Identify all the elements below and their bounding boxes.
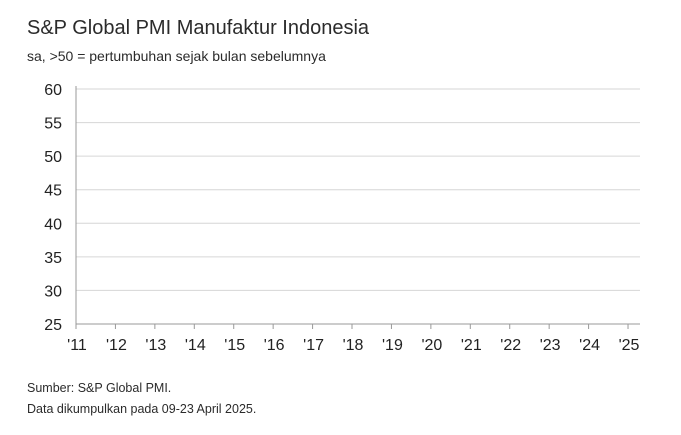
x-tick-label: '21 <box>461 337 482 354</box>
x-tick-label: '20 <box>421 337 442 354</box>
y-tick-label: 40 <box>44 216 62 233</box>
y-tick-label: 50 <box>44 149 62 166</box>
y-tick-label: 55 <box>44 116 62 133</box>
chart-subtitle: sa, >50 = pertumbuhan sejak bulan sebelu… <box>27 48 326 64</box>
y-tick-label: 25 <box>44 317 62 334</box>
y-tick-label: 30 <box>44 283 62 300</box>
collection-note: Data dikumpulkan pada 09-23 April 2025. <box>27 402 257 416</box>
x-tick-label: '17 <box>303 337 324 354</box>
x-tick-label: '25 <box>619 337 640 354</box>
y-tick-label: 45 <box>44 183 62 200</box>
x-tick-label: '15 <box>224 337 245 354</box>
x-tick-label: '12 <box>106 337 127 354</box>
x-tick-label: '18 <box>343 337 364 354</box>
y-tick-label: 35 <box>44 250 62 267</box>
x-tick-label: '13 <box>145 337 166 354</box>
x-tick-label: '11 <box>67 337 87 354</box>
y-tick-label: 60 <box>44 82 62 99</box>
x-tick-label: '23 <box>540 337 561 354</box>
source-note: Sumber: S&P Global PMI. <box>27 381 172 395</box>
x-tick-label: '24 <box>579 337 600 354</box>
x-tick-label: '16 <box>264 337 285 354</box>
x-tick-label: '19 <box>382 337 403 354</box>
x-tick-label: '14 <box>185 337 206 354</box>
chart-title: S&P Global PMI Manufaktur Indonesia <box>27 17 370 39</box>
x-tick-label: '22 <box>500 337 521 354</box>
line-chart: 25 30 35 40 45 50 55 60 '11 '12 '13 '14 '15 '16 '17 '18… <box>44 82 640 354</box>
